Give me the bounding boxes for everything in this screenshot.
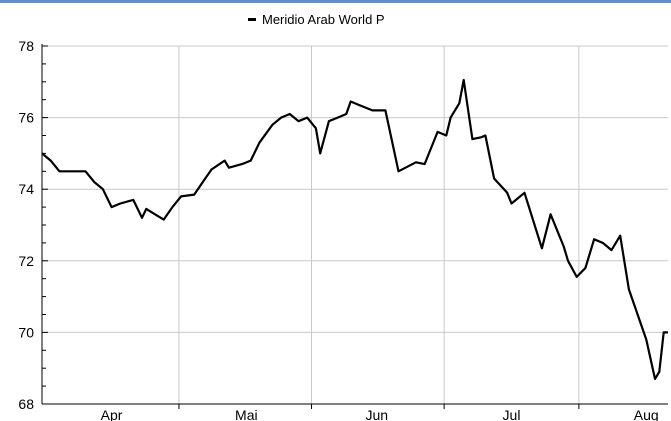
top-accent-bar xyxy=(0,0,671,3)
x-tick-label: Jun xyxy=(365,407,388,421)
x-tick-label: Apr xyxy=(101,407,123,421)
y-tick-label: 76 xyxy=(18,110,34,126)
grid xyxy=(42,45,668,405)
y-tick-label: 70 xyxy=(18,324,34,340)
y-tick-label: 74 xyxy=(18,181,34,197)
series-line xyxy=(41,78,668,380)
x-tick-label: Mai xyxy=(235,407,258,421)
legend: Meridio Arab World P xyxy=(248,12,385,27)
y-tick-label: 78 xyxy=(18,38,34,54)
y-tick-label: 72 xyxy=(18,253,34,269)
axes: 68 70 72 74 76 78 Apr Mai Jun Jul Aug xyxy=(18,38,668,421)
x-tick-label: Jul xyxy=(503,407,521,421)
series-layer xyxy=(41,78,668,380)
x-tick-label: Aug xyxy=(634,407,659,421)
legend-label: Meridio Arab World P xyxy=(262,12,385,27)
y-tick-label: 68 xyxy=(18,396,34,412)
legend-swatch xyxy=(248,18,256,21)
